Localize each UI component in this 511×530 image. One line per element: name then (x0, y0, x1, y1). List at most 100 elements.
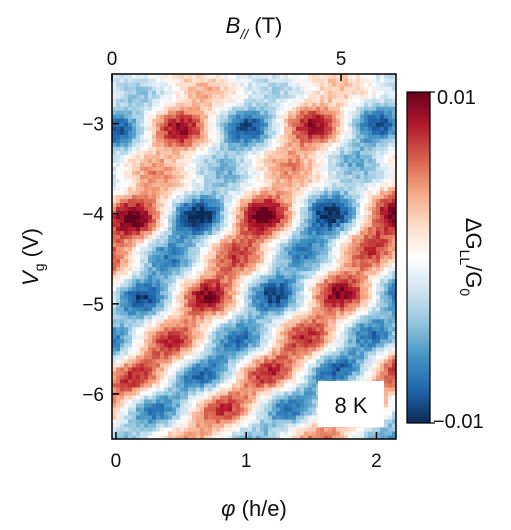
heatmap-cell (388, 310, 393, 316)
heatmap-cell (340, 326, 345, 332)
heatmap-cell (292, 186, 297, 191)
heatmap-cell (156, 286, 161, 292)
heatmap-cell (228, 314, 233, 320)
heatmap-cell (296, 422, 301, 428)
heatmap-cell (252, 374, 257, 380)
heatmap-cell (316, 238, 321, 244)
heatmap-cell (148, 194, 153, 199)
heatmap-cell (304, 418, 309, 424)
heatmap-cell (184, 250, 189, 256)
heatmap-cell (280, 302, 285, 308)
heatmap-cell (332, 334, 337, 340)
heatmap-cell (324, 294, 329, 300)
heatmap-cell (196, 266, 201, 272)
heatmap-cell (124, 374, 129, 380)
heatmap-cell (200, 358, 205, 364)
heatmap-cell (116, 174, 121, 179)
heatmap-cell (296, 270, 301, 276)
heatmap-cell (136, 426, 141, 432)
heatmap-cell (236, 378, 241, 384)
heatmap-cell (160, 174, 165, 179)
heatmap-cell (288, 222, 293, 228)
heatmap-cell (308, 394, 313, 400)
heatmap-cell (360, 218, 365, 224)
heatmap-cell (244, 282, 249, 288)
heatmap-cell (316, 270, 321, 276)
heatmap-cell (388, 362, 393, 368)
heatmap-cell (276, 310, 281, 316)
heatmap-cell (324, 278, 329, 284)
heatmap-cell (292, 294, 297, 300)
heatmap-cell (224, 326, 229, 332)
heatmap-cell (160, 346, 165, 352)
heatmap-cell (288, 302, 293, 308)
heatmap-cell (392, 398, 396, 404)
heatmap-cell (160, 334, 165, 340)
heatmap-cell (328, 290, 333, 296)
heatmap-cell (196, 166, 201, 171)
heatmap-cell (344, 242, 349, 248)
heatmap-cell (112, 206, 117, 211)
heatmap-cell (152, 342, 157, 348)
heatmap-cell (184, 398, 189, 404)
heatmap-cell (264, 322, 269, 328)
heatmap-cell (184, 274, 189, 280)
heatmap-cell (196, 346, 201, 352)
heatmap-cell (356, 294, 361, 300)
heatmap-cell (324, 302, 329, 308)
heatmap-cell (348, 254, 353, 260)
heatmap-cell (208, 302, 213, 308)
heatmap-cell (328, 302, 333, 308)
heatmap-cell (280, 166, 285, 171)
heatmap-cell (172, 302, 177, 308)
heatmap-cell (388, 206, 393, 211)
heatmap-cell (244, 374, 249, 380)
heatmap-cell (164, 198, 169, 203)
heatmap-cell (384, 170, 389, 175)
heatmap-cell (348, 226, 353, 232)
heatmap-cell (132, 166, 137, 171)
heatmap-cell (112, 426, 117, 432)
heatmap-cell (264, 298, 269, 304)
heatmap-cell (200, 274, 205, 280)
heatmap-cell (188, 398, 193, 404)
heatmap-cell (216, 186, 221, 191)
heatmap-cell (360, 250, 365, 256)
heatmap-cell (152, 254, 157, 260)
heatmap-cell (376, 318, 381, 324)
heatmap-cell (116, 370, 121, 376)
heatmap-cell (372, 218, 377, 224)
heatmap-cell (244, 370, 249, 376)
heatmap-cell (328, 334, 333, 340)
heatmap-cell (392, 242, 396, 248)
heatmap-cell (324, 290, 329, 296)
heatmap-cell (388, 262, 393, 268)
heatmap-cell (212, 270, 217, 276)
heatmap-cell (272, 238, 277, 244)
heatmap-cell (260, 262, 265, 268)
heatmap-cell (376, 178, 381, 183)
heatmap-cell (272, 282, 277, 288)
heatmap-cell (272, 354, 277, 360)
heatmap-cell (196, 230, 201, 236)
heatmap-cell (392, 290, 396, 296)
heatmap-cell (384, 178, 389, 183)
heatmap-cell (120, 202, 125, 207)
heatmap-cell (296, 166, 301, 171)
heatmap-cell (200, 170, 205, 175)
heatmap-cell (280, 374, 285, 380)
heatmap-cell (356, 342, 361, 348)
heatmap-cell (120, 430, 125, 436)
heatmap-cell (112, 186, 117, 191)
heatmap-cell (196, 262, 201, 268)
heatmap-cell (228, 338, 233, 344)
heatmap-cell (136, 270, 141, 276)
heatmap-cell (360, 194, 365, 199)
heatmap-cell (148, 246, 153, 252)
heatmap-cell (156, 398, 161, 404)
heatmap-cell (344, 342, 349, 348)
heatmap-cell (144, 330, 149, 336)
heatmap-cell (140, 178, 145, 183)
heatmap-cell (148, 430, 153, 436)
heatmap-cell (116, 214, 121, 219)
